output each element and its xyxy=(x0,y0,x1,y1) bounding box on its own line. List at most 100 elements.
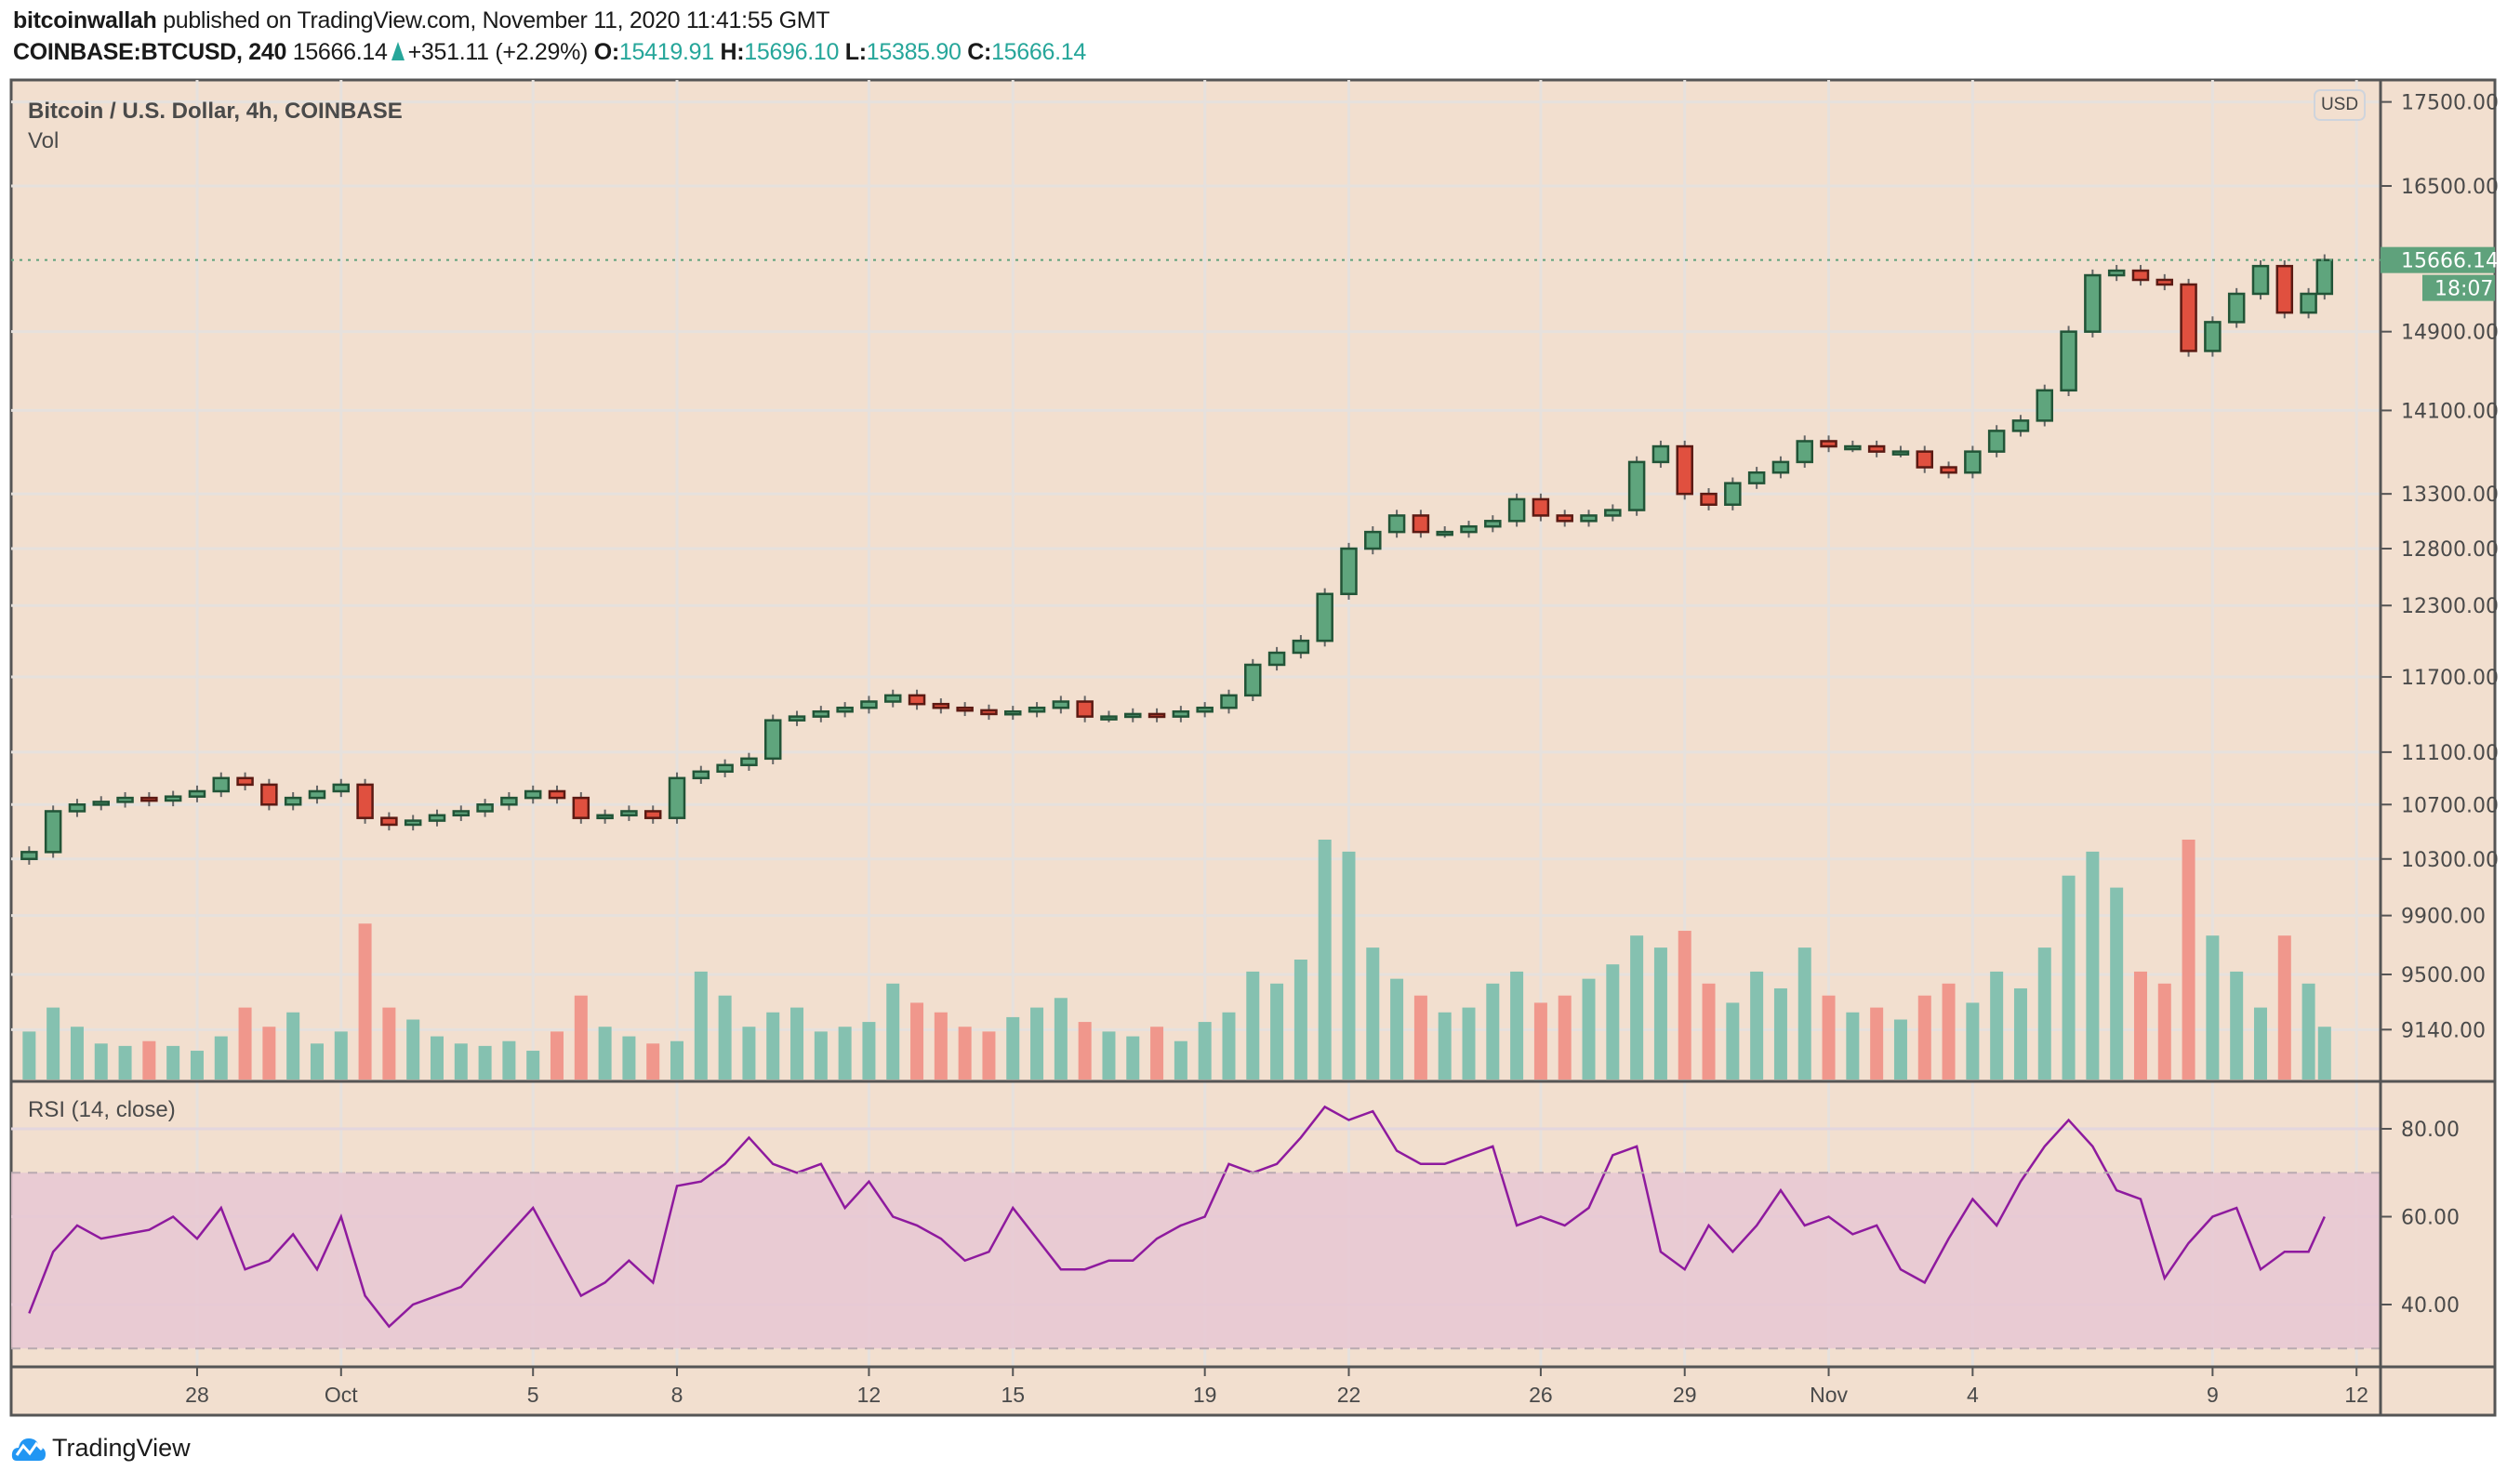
candle-up xyxy=(1292,639,1310,655)
candle-down xyxy=(643,810,662,819)
volume-bar xyxy=(958,1027,972,1080)
volume-bar xyxy=(2182,840,2195,1080)
volume-bar xyxy=(1246,971,1260,1080)
candle-up xyxy=(596,814,614,820)
x-tick-label: 4 xyxy=(1967,1383,1979,1407)
candle-down xyxy=(260,783,278,806)
x-tick-label: 9 xyxy=(2207,1383,2219,1407)
volume-bar xyxy=(526,1051,540,1080)
candle-up xyxy=(1100,715,1118,721)
candle-up xyxy=(1460,524,1478,534)
volume-bar xyxy=(214,1036,228,1080)
volume-bar xyxy=(1990,971,2004,1080)
x-tick-label: 29 xyxy=(1673,1383,1697,1407)
x-tick-label: 19 xyxy=(1193,1383,1217,1407)
candle-up xyxy=(692,770,710,780)
volume-bar xyxy=(550,1031,564,1080)
x-tick-label: Oct xyxy=(325,1383,358,1407)
volume-bar xyxy=(814,1031,828,1080)
volume-bar xyxy=(46,1007,60,1080)
candle-up xyxy=(620,810,638,817)
volume-bar xyxy=(982,1031,996,1080)
candle-up xyxy=(1891,450,1910,456)
low-label: L: xyxy=(844,39,867,65)
volume-bar xyxy=(2062,875,2076,1080)
x-tick-label: 22 xyxy=(1337,1383,1361,1407)
candle-up xyxy=(1364,530,1382,550)
author-name[interactable]: bitcoinwallah xyxy=(13,7,157,33)
candle-up xyxy=(1844,444,1862,451)
symbol-info: COINBASE:BTCUSD, 240 15666.14 +351.11 (+2… xyxy=(13,39,1086,66)
volume-bar xyxy=(1054,998,1068,1080)
candle-down xyxy=(380,816,398,827)
candle-up xyxy=(740,757,758,767)
open-value: 15419.91 xyxy=(618,39,714,65)
volume-bar xyxy=(1846,1012,1860,1080)
volume-bar xyxy=(1533,1002,1547,1080)
volume-bar xyxy=(2037,947,2051,1080)
candle-up xyxy=(1604,509,1622,517)
candle-up xyxy=(1387,514,1406,534)
volume-bar xyxy=(478,1045,492,1080)
rsi-pane xyxy=(28,1105,2326,1329)
candle-down xyxy=(1867,444,1886,453)
volume-bar xyxy=(1486,983,1500,1080)
y-tick-label: 10700.00 xyxy=(2401,794,2499,817)
x-tick-label: 8 xyxy=(671,1383,683,1407)
y-tick-label: 9900.00 xyxy=(2401,906,2486,929)
chart-title: Bitcoin / U.S. Dollar, 4h, COINBASE xyxy=(28,99,403,124)
y-tick-label: 9140.00 xyxy=(2401,1019,2486,1042)
candle-up xyxy=(2227,292,2246,324)
axes: 17500.00 16500.00 14900.00 14100.00 13300.00… xyxy=(11,80,2499,1415)
volume-bar xyxy=(670,1040,684,1080)
volume-bar xyxy=(2277,935,2291,1080)
volume-bar xyxy=(742,1027,756,1080)
candle-up xyxy=(1004,709,1022,716)
candle-up xyxy=(2300,292,2317,314)
x-tick-label: Nov xyxy=(1810,1383,1848,1407)
volume-bar xyxy=(886,983,900,1080)
last-price: 15666.14 xyxy=(292,39,388,65)
candle-up xyxy=(2036,389,2054,422)
volume-bar xyxy=(1126,1036,1140,1080)
candle-up xyxy=(524,789,542,800)
candle-up xyxy=(1484,520,1502,528)
candle-up xyxy=(1220,694,1238,709)
logo-text: TradingView xyxy=(52,1434,191,1462)
volume-bar xyxy=(2157,983,2171,1080)
volume-bars xyxy=(22,840,2331,1080)
volume-bar xyxy=(1797,947,1811,1080)
volume-bar xyxy=(1870,1007,1884,1080)
y-tick-label: 10300.00 xyxy=(2401,849,2499,872)
volume-bar xyxy=(2230,971,2244,1080)
candle-up xyxy=(92,801,111,806)
volume-bar xyxy=(694,971,708,1080)
volume-bar xyxy=(454,1043,468,1080)
candle-up xyxy=(500,796,518,806)
y-tick-label: 12800.00 xyxy=(2401,538,2499,562)
candle-down xyxy=(2275,264,2294,314)
candle-up xyxy=(2251,264,2270,296)
volume-legend: Vol xyxy=(28,128,60,153)
volume-bar xyxy=(1222,1012,1236,1080)
rsi-y-tick-label: 40.00 xyxy=(2401,1294,2460,1318)
candle-up xyxy=(1507,497,1526,523)
price-change: +351.11 (+2.29%) xyxy=(407,39,589,65)
volume-bar xyxy=(934,1012,948,1080)
volume-bar xyxy=(598,1027,612,1080)
currency-badge[interactable]: USD xyxy=(2314,89,2366,121)
volume-bar xyxy=(310,1043,324,1080)
candle-down xyxy=(932,702,950,709)
tradingview-logo[interactable]: TradingView xyxy=(11,1434,191,1463)
up-arrow-icon xyxy=(391,42,405,60)
candle-up xyxy=(404,819,422,827)
x-tick-label: 28 xyxy=(185,1383,209,1407)
candle-down xyxy=(1076,700,1094,718)
candle-down xyxy=(2180,283,2197,352)
volume-bar xyxy=(1630,935,1644,1080)
volume-bar xyxy=(1462,1007,1476,1080)
volume-bar xyxy=(622,1036,636,1080)
volume-bar xyxy=(1822,995,1836,1080)
volume-bar xyxy=(1174,1040,1187,1080)
